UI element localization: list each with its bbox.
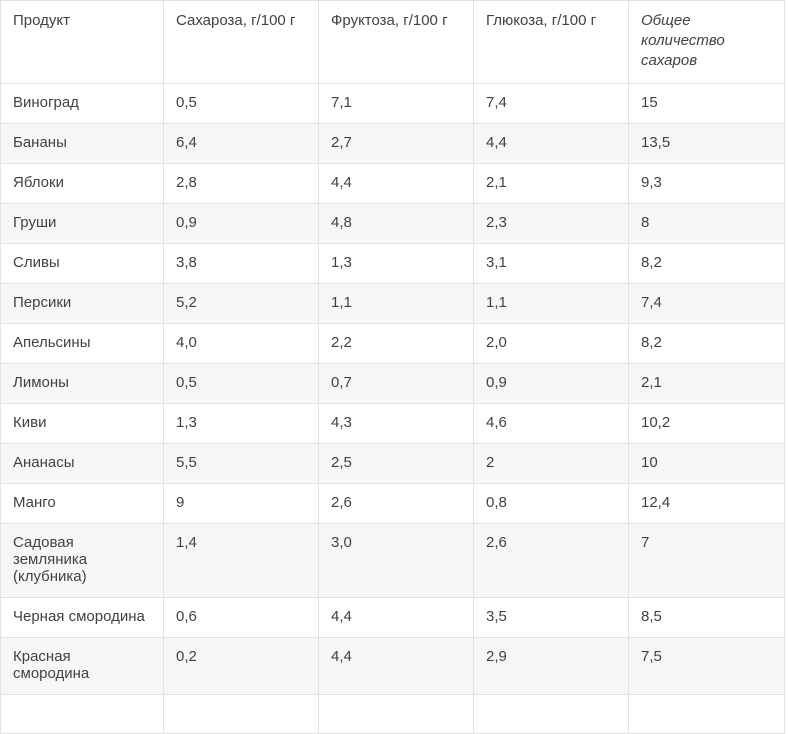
product-cell: Апельсины <box>0 323 164 364</box>
value-cell: 0,6 <box>163 597 319 638</box>
table-row: Лимоны 0,5 0,7 0,9 2,1 <box>0 363 785 404</box>
value-cell: 0,5 <box>163 83 319 124</box>
table-row: Манго 9 2,6 0,8 12,4 <box>0 483 785 524</box>
product-cell: Красная смородина <box>0 637 164 695</box>
value-cell: 12,4 <box>628 483 785 524</box>
empty-cell <box>318 694 474 734</box>
table-row: Черная смородина 0,6 4,4 3,5 8,5 <box>0 597 785 638</box>
value-cell: 4,4 <box>318 637 474 695</box>
value-cell: 2,6 <box>473 523 629 598</box>
value-cell: 7 <box>628 523 785 598</box>
table-row: Сливы 3,8 1,3 3,1 8,2 <box>0 243 785 284</box>
product-cell: Черная смородина <box>0 597 164 638</box>
value-cell: 2 <box>473 443 629 484</box>
product-cell: Яблоки <box>0 163 164 204</box>
value-cell: 10 <box>628 443 785 484</box>
value-cell: 0,5 <box>163 363 319 404</box>
header-row: Продукт Сахароза, г/100 г Фруктоза, г/100 … <box>0 0 785 84</box>
table-row: Виноград 0,5 7,1 7,4 15 <box>0 83 785 124</box>
value-cell: 4,4 <box>473 123 629 164</box>
column-header: Фруктоза, г/100 г <box>318 0 474 84</box>
value-cell: 2,1 <box>473 163 629 204</box>
value-cell: 5,5 <box>163 443 319 484</box>
value-cell: 0,2 <box>163 637 319 695</box>
product-cell: Садовая земляника (клубника) <box>0 523 164 598</box>
value-cell: 2,6 <box>318 483 474 524</box>
value-cell: 2,2 <box>318 323 474 364</box>
table-row: Персики 5,2 1,1 1,1 7,4 <box>0 283 785 324</box>
table-row: Киви 1,3 4,3 4,6 10,2 <box>0 403 785 444</box>
empty-cell <box>163 694 319 734</box>
value-cell: 9,3 <box>628 163 785 204</box>
value-cell: 3,1 <box>473 243 629 284</box>
table-row: Садовая земляника (клубника) 1,4 3,0 2,6 7 <box>0 523 785 598</box>
table-row: Бананы 6,4 2,7 4,4 13,5 <box>0 123 785 164</box>
value-cell: 1,1 <box>473 283 629 324</box>
value-cell: 10,2 <box>628 403 785 444</box>
value-cell: 1,3 <box>318 243 474 284</box>
value-cell: 2,0 <box>473 323 629 364</box>
empty-cell <box>0 694 164 734</box>
product-cell: Сливы <box>0 243 164 284</box>
empty-cell <box>473 694 629 734</box>
value-cell: 2,8 <box>163 163 319 204</box>
value-cell: 4,4 <box>318 597 474 638</box>
value-cell: 3,5 <box>473 597 629 638</box>
value-cell: 1,3 <box>163 403 319 444</box>
value-cell: 4,3 <box>318 403 474 444</box>
product-cell: Бананы <box>0 123 164 164</box>
empty-cell <box>628 694 785 734</box>
value-cell: 7,4 <box>628 283 785 324</box>
column-header: Общее количество сахаров <box>628 0 785 84</box>
value-cell: 4,0 <box>163 323 319 364</box>
value-cell: 5,2 <box>163 283 319 324</box>
value-cell: 3,0 <box>318 523 474 598</box>
value-cell: 15 <box>628 83 785 124</box>
table-body: Виноград 0,5 7,1 7,4 15 Бананы 6,4 2,7 4,4 13,5 Яб… <box>0 83 785 734</box>
value-cell: 2,1 <box>628 363 785 404</box>
value-cell: 7,4 <box>473 83 629 124</box>
value-cell: 1,4 <box>163 523 319 598</box>
product-cell: Виноград <box>0 83 164 124</box>
value-cell: 2,5 <box>318 443 474 484</box>
table-row: Груши 0,9 4,8 2,3 8 <box>0 203 785 244</box>
product-cell: Груши <box>0 203 164 244</box>
table-row: Яблоки 2,8 4,4 2,1 9,3 <box>0 163 785 204</box>
column-header: Глюкоза, г/100 г <box>473 0 629 84</box>
value-cell: 7,1 <box>318 83 474 124</box>
product-cell: Лимоны <box>0 363 164 404</box>
column-header: Сахароза, г/100 г <box>163 0 319 84</box>
value-cell: 4,8 <box>318 203 474 244</box>
column-header: Продукт <box>0 0 164 84</box>
value-cell: 2,7 <box>318 123 474 164</box>
table-row: Красная смородина 0,2 4,4 2,9 7,5 <box>0 637 785 695</box>
value-cell: 8,5 <box>628 597 785 638</box>
value-cell: 2,3 <box>473 203 629 244</box>
value-cell: 8 <box>628 203 785 244</box>
product-cell: Персики <box>0 283 164 324</box>
table-header: Продукт Сахароза, г/100 г Фруктоза, г/100 … <box>0 0 785 84</box>
value-cell: 9 <box>163 483 319 524</box>
table-row: Апельсины 4,0 2,2 2,0 8,2 <box>0 323 785 364</box>
value-cell: 3,8 <box>163 243 319 284</box>
value-cell: 13,5 <box>628 123 785 164</box>
value-cell: 8,2 <box>628 243 785 284</box>
value-cell: 4,4 <box>318 163 474 204</box>
value-cell: 0,8 <box>473 483 629 524</box>
value-cell: 0,7 <box>318 363 474 404</box>
table-row: Ананасы 5,5 2,5 2 10 <box>0 443 785 484</box>
partial-clipped-row <box>0 694 785 734</box>
value-cell: 7,5 <box>628 637 785 695</box>
product-cell: Ананасы <box>0 443 164 484</box>
value-cell: 1,1 <box>318 283 474 324</box>
value-cell: 4,6 <box>473 403 629 444</box>
value-cell: 0,9 <box>473 363 629 404</box>
value-cell: 6,4 <box>163 123 319 164</box>
product-cell: Киви <box>0 403 164 444</box>
product-cell: Манго <box>0 483 164 524</box>
value-cell: 8,2 <box>628 323 785 364</box>
value-cell: 0,9 <box>163 203 319 244</box>
value-cell: 2,9 <box>473 637 629 695</box>
